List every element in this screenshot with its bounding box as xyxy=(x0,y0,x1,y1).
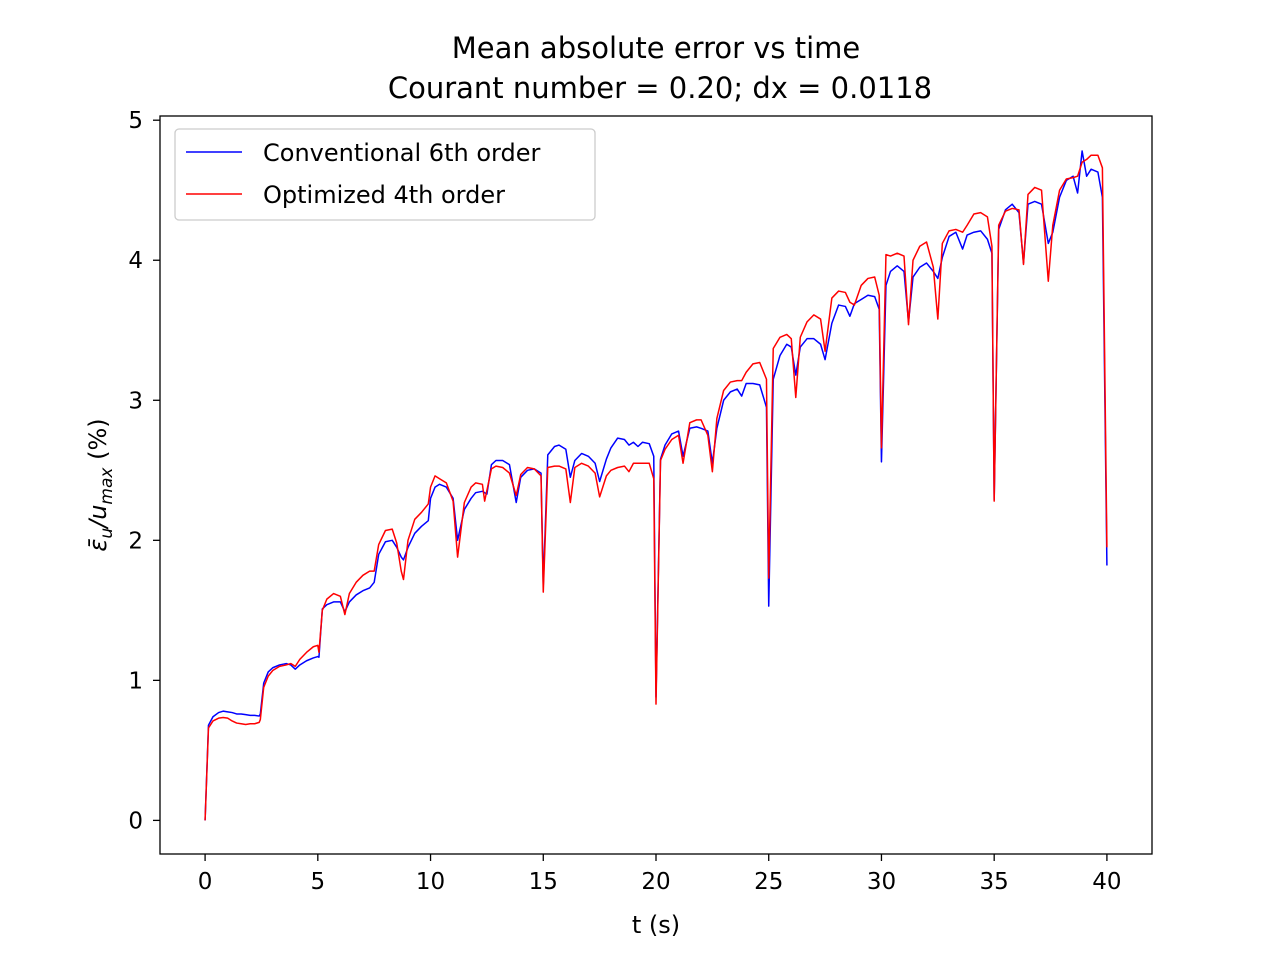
y-tick-label: 0 xyxy=(128,808,143,834)
y-axis-ticks: 0 1 2 3 4 5 xyxy=(128,108,160,834)
plot-background xyxy=(160,116,1152,854)
y-axis-label-sub2: max xyxy=(97,467,117,505)
y-tick-label: 4 xyxy=(128,248,143,274)
y-axis-label-tail: (%) xyxy=(84,418,112,467)
x-tick-label: 30 xyxy=(867,869,896,895)
legend-box xyxy=(174,128,596,221)
x-tick-label: 20 xyxy=(641,869,670,895)
x-tick-label: 25 xyxy=(754,869,783,895)
x-tick-label: 0 xyxy=(198,869,213,895)
series-line-conventional-6th-order xyxy=(204,150,1108,821)
chart-subtitle: Courant number = 0.20; dx = 0.0118 xyxy=(388,71,932,105)
x-axis-ticks: 0 5 10 15 20 25 30 35 40 xyxy=(198,854,1122,895)
legend: Conventional 6th order Optimized 4th ord… xyxy=(174,128,596,221)
x-tick-label: 15 xyxy=(529,869,558,895)
x-tick-label: 35 xyxy=(980,869,1009,895)
x-axis-label: t (s) xyxy=(632,911,680,939)
x-tick-label: 10 xyxy=(416,869,445,895)
plot-area xyxy=(159,115,1153,855)
series-layer xyxy=(204,150,1108,821)
x-tick-label: 5 xyxy=(310,869,325,895)
y-tick-label: 3 xyxy=(128,388,143,414)
y-axis-label-main: ε̄ xyxy=(84,539,112,552)
x-tick-label: 40 xyxy=(1092,869,1121,895)
y-axis-label-mid: /u xyxy=(84,505,112,530)
series-line-optimized-4th-order xyxy=(204,154,1108,821)
y-tick-label: 5 xyxy=(128,108,143,134)
chart-title: Mean absolute error vs time xyxy=(452,31,861,65)
y-axis-label-sub: u xyxy=(97,528,117,539)
legend-label-optimized: Optimized 4th order xyxy=(263,181,505,209)
legend-label-conventional: Conventional 6th order xyxy=(263,139,540,167)
y-axis-label: ε̄u/umax (%) xyxy=(84,418,117,551)
y-tick-label: 2 xyxy=(128,528,143,554)
y-tick-label: 1 xyxy=(128,668,143,694)
